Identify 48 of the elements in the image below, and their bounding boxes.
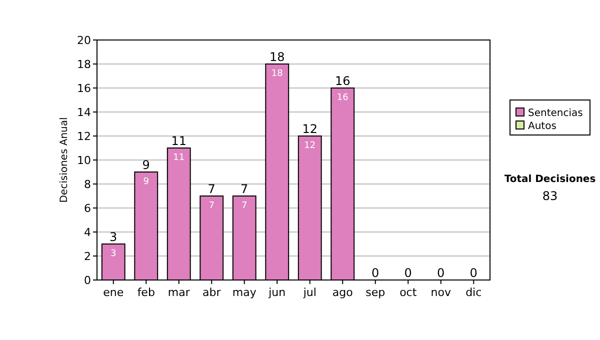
text: Total Decisiones [504, 174, 596, 185]
x-tick-label: nov [430, 286, 452, 299]
y-tick-label: 4 [84, 226, 91, 239]
total-label: 7 [240, 182, 248, 196]
data-label: 9 [143, 177, 150, 187]
x-tick-label: ago [332, 286, 354, 299]
x-tick-label: ene [103, 286, 124, 299]
data-label: 18 [271, 69, 284, 79]
y-tick-label: 2 [84, 250, 91, 263]
y-tick-label: 16 [77, 82, 91, 95]
text: 83 [542, 189, 558, 203]
y-tick-label: 0 [84, 274, 91, 287]
x-tick-label: mar [168, 286, 190, 299]
y-tick-label: 12 [77, 130, 91, 143]
x-tick-label: dic [466, 286, 482, 299]
legend-label: Sentencias [528, 108, 583, 119]
data-label: 12 [304, 141, 316, 151]
data-label: 11 [173, 153, 185, 163]
x-tick-label: may [232, 286, 257, 299]
total-label: 0 [470, 266, 478, 280]
legend-label: Autos [528, 121, 556, 132]
total-label: 9 [142, 158, 150, 172]
total-label: 7 [208, 182, 216, 196]
data-label: 7 [242, 201, 248, 211]
data-label: 16 [336, 93, 349, 103]
total-label: 18 [269, 50, 285, 64]
total-label: 0 [437, 266, 445, 280]
y-tick-label: 8 [84, 178, 91, 191]
data-label: 7 [208, 201, 214, 211]
y-tick-label: 18 [77, 58, 91, 71]
x-tick-label: jul [302, 286, 316, 299]
y-tick-label: 14 [77, 106, 91, 119]
x-tick-label: feb [137, 286, 155, 299]
total-label: 3 [110, 230, 118, 244]
total-label: 16 [334, 74, 350, 88]
x-tick-label: oct [400, 286, 418, 299]
total-label: 12 [302, 122, 318, 136]
y-axis-title: Decisiones Anual [59, 117, 70, 203]
total-label: 0 [372, 266, 380, 280]
y-tick-label: 6 [84, 202, 91, 215]
y-tick-label: 10 [77, 154, 91, 167]
total-label: 0 [404, 266, 412, 280]
x-tick-label: sep [366, 286, 386, 299]
data-label: 3 [110, 249, 116, 259]
total-label: 11 [171, 134, 187, 148]
y-tick-label: 20 [77, 34, 91, 47]
x-tick-label: jun [268, 286, 286, 299]
x-tick-label: abr [202, 286, 222, 299]
